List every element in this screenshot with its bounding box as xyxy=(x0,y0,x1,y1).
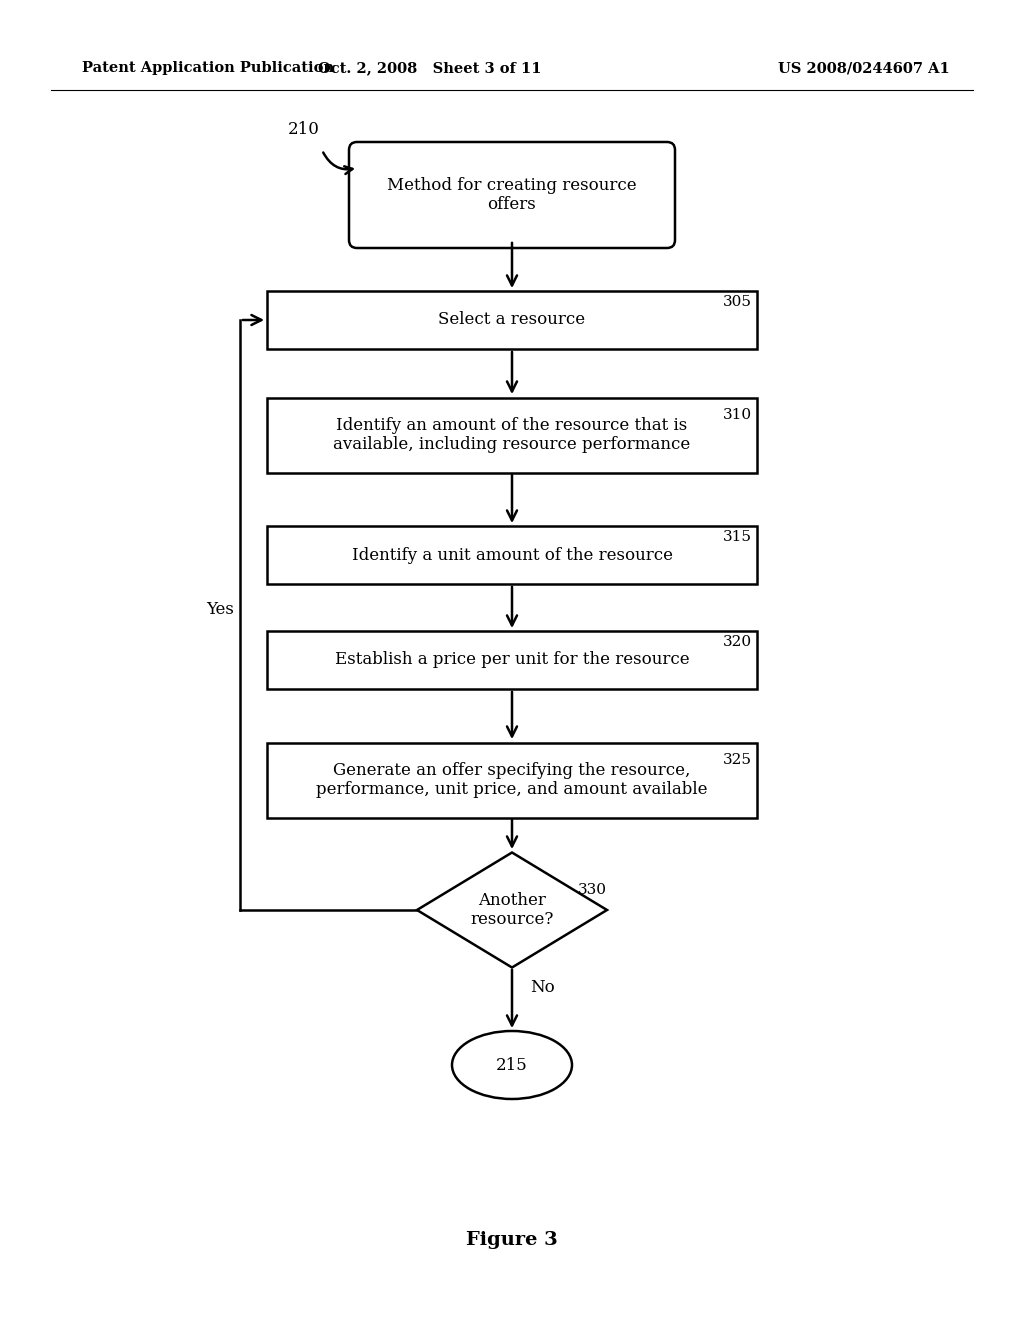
Ellipse shape xyxy=(452,1031,572,1100)
Text: Oct. 2, 2008   Sheet 3 of 11: Oct. 2, 2008 Sheet 3 of 11 xyxy=(318,61,542,75)
Bar xyxy=(267,631,757,689)
Text: Generate an offer specifying the resource,
performance, unit price, and amount a: Generate an offer specifying the resourc… xyxy=(316,762,708,799)
Text: 325: 325 xyxy=(723,752,752,767)
Text: Another
resource?: Another resource? xyxy=(470,892,554,928)
Text: Figure 3: Figure 3 xyxy=(466,1232,558,1249)
Text: 305: 305 xyxy=(723,294,752,309)
Text: Identify an amount of the resource that is
available, including resource perform: Identify an amount of the resource that … xyxy=(334,417,690,453)
Text: Patent Application Publication: Patent Application Publication xyxy=(82,61,334,75)
FancyBboxPatch shape xyxy=(349,143,675,248)
Bar xyxy=(267,742,757,817)
Text: 310: 310 xyxy=(723,408,752,422)
Text: Identify a unit amount of the resource: Identify a unit amount of the resource xyxy=(351,546,673,564)
Text: Establish a price per unit for the resource: Establish a price per unit for the resou… xyxy=(335,652,689,668)
Polygon shape xyxy=(417,853,607,968)
Text: Method for creating resource
offers: Method for creating resource offers xyxy=(387,177,637,214)
Bar xyxy=(267,290,757,348)
Bar xyxy=(267,525,757,583)
Text: 320: 320 xyxy=(723,635,752,649)
Bar xyxy=(267,397,757,473)
Text: 315: 315 xyxy=(723,531,752,544)
Text: 330: 330 xyxy=(578,883,607,898)
Text: 215: 215 xyxy=(496,1056,528,1073)
Text: No: No xyxy=(530,979,555,997)
Text: Select a resource: Select a resource xyxy=(438,312,586,329)
Text: Yes: Yes xyxy=(206,602,233,619)
Text: 210: 210 xyxy=(288,121,319,139)
Text: US 2008/0244607 A1: US 2008/0244607 A1 xyxy=(778,61,950,75)
